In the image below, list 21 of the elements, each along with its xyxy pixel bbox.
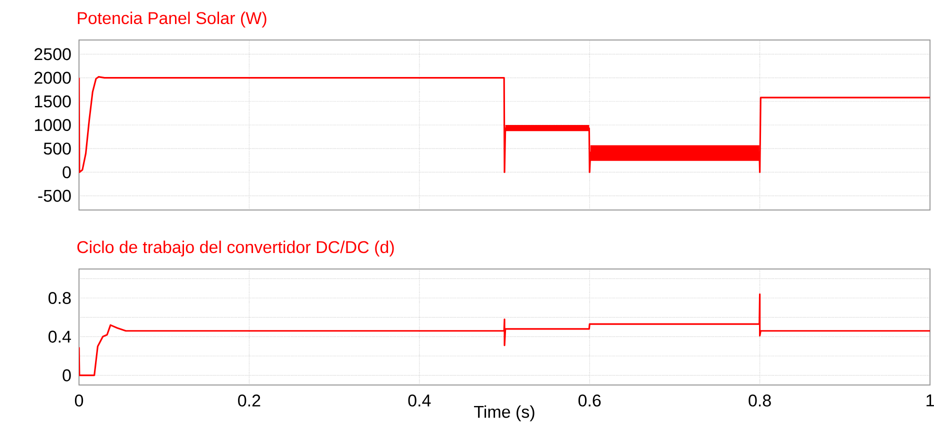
y-tick-label: 0	[62, 369, 71, 382]
y-tick-label: 1500	[34, 95, 71, 108]
y-tick-label: 0.8	[48, 292, 71, 304]
y-tick-label: 2000	[34, 72, 71, 84]
line-series	[79, 76, 930, 174]
chart-title: Potencia Panel Solar (W)	[78, 12, 266, 28]
chart-title: Ciclo de trabajo del convertidor DC/DC (d)	[77, 240, 394, 257]
y-tick-label: 0.4	[48, 330, 71, 343]
x-axis-title: Time (s)	[474, 405, 534, 422]
line-series	[79, 293, 930, 376]
y-tick-label: 0	[62, 166, 71, 178]
x-tick-label: 0	[74, 394, 84, 407]
y-tick-label: 1000	[34, 118, 71, 132]
x-tick-label: 0.8	[748, 394, 771, 407]
x-tick-label: 0.4	[408, 394, 431, 407]
y-tick-label: 500	[44, 142, 71, 155]
x-tick-label: 0.2	[238, 394, 260, 407]
y-tick-label: 2500	[34, 48, 71, 60]
x-tick-label: 1	[926, 394, 934, 406]
x-tick-label: 0.6	[578, 394, 601, 407]
y-tick-label: -500	[38, 190, 71, 202]
